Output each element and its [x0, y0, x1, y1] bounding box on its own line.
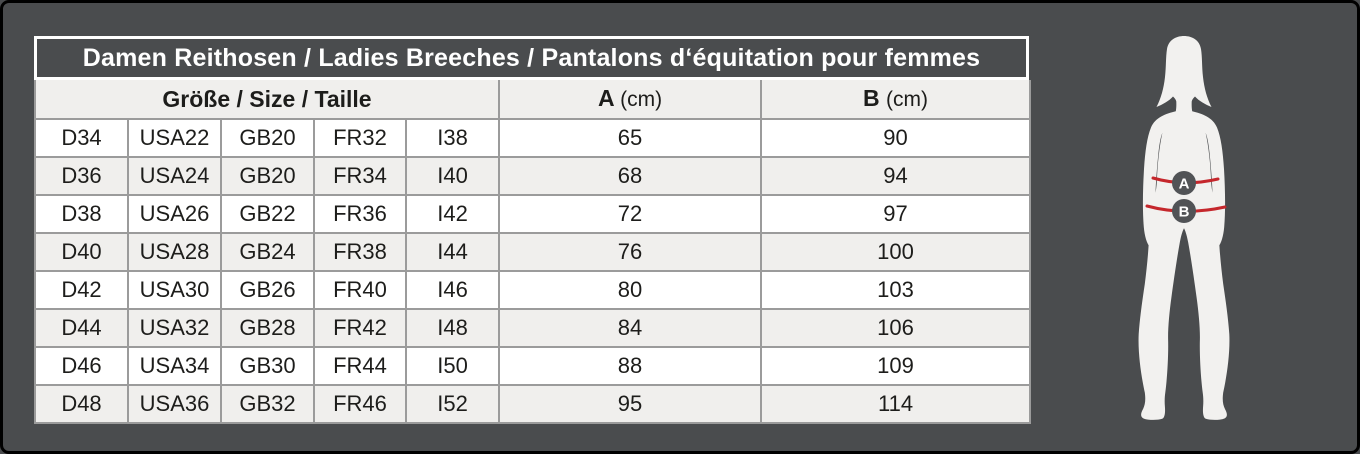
- table-cell: USA24: [129, 158, 222, 196]
- body-silhouette-left: [1138, 36, 1184, 420]
- table-cell: 90: [762, 120, 1032, 158]
- size-chart-title: Damen Reithosen / Ladies Breeches / Pant…: [82, 43, 981, 72]
- table-cell: I38: [407, 120, 501, 158]
- table-cell: I46: [407, 272, 501, 310]
- table-cell: FR34: [315, 158, 407, 196]
- table-cell: D40: [36, 234, 129, 272]
- table-cell: I48: [407, 310, 501, 348]
- size-chart: Damen Reithosen / Ladies Breeches / Pant…: [34, 36, 1032, 424]
- table-cell: 72: [500, 196, 763, 234]
- table-cell: D42: [36, 272, 129, 310]
- table-cell: I44: [407, 234, 501, 272]
- measure-b-header: B (cm): [762, 80, 1032, 120]
- measure-a-badge-label: A: [1179, 176, 1190, 193]
- measure-b-badge: [1172, 199, 1196, 223]
- size-chart-title-bar: Damen Reithosen / Ladies Breeches / Pant…: [34, 36, 1029, 80]
- table-cell: FR36: [315, 196, 407, 234]
- table-row: D36 USA24 GB20 FR34 I40 68 94: [36, 158, 1032, 196]
- table-cell: GB20: [222, 120, 315, 158]
- measure-b-unit: (cm): [886, 88, 929, 111]
- table-cell: 94: [762, 158, 1032, 196]
- table-row: D44 USA32 GB28 FR42 I48 84 106: [36, 310, 1032, 348]
- table-cell: GB28: [222, 310, 315, 348]
- table-cell: GB20: [222, 158, 315, 196]
- header-row: Größe / Size / Taille A (cm) B (cm): [36, 80, 1032, 120]
- table-cell: D36: [36, 158, 129, 196]
- measure-a-letter: A: [597, 85, 614, 111]
- table-cell: D34: [36, 120, 129, 158]
- table-cell: D46: [36, 348, 129, 386]
- size-chart-table: Größe / Size / Taille A (cm) B (cm) D34 …: [34, 80, 1032, 424]
- table-cell: 95: [500, 386, 763, 424]
- table-cell: 103: [762, 272, 1032, 310]
- table-cell: I42: [407, 196, 501, 234]
- table-cell: 100: [762, 234, 1032, 272]
- measure-b-badge-label: B: [1179, 204, 1190, 221]
- table-cell: FR38: [315, 234, 407, 272]
- table-cell: GB26: [222, 272, 315, 310]
- table-cell: 97: [762, 196, 1032, 234]
- table-cell: 80: [500, 272, 763, 310]
- table-cell: I40: [407, 158, 501, 196]
- table-row: D42 USA30 GB26 FR40 I46 80 103: [36, 272, 1032, 310]
- table-cell: 84: [500, 310, 763, 348]
- table-cell: D38: [36, 196, 129, 234]
- measurement-figure: A B: [1130, 34, 1238, 422]
- table-cell: USA36: [129, 386, 222, 424]
- table-cell: D44: [36, 310, 129, 348]
- table-cell: 65: [500, 120, 763, 158]
- size-header-cell: Größe / Size / Taille: [36, 80, 501, 120]
- table-cell: 68: [500, 158, 763, 196]
- table-row: D38 USA26 GB22 FR36 I42 72 97: [36, 196, 1032, 234]
- table-cell: FR32: [315, 120, 407, 158]
- table-cell: 106: [762, 310, 1032, 348]
- table-cell: 109: [762, 348, 1032, 386]
- table-cell: 76: [500, 234, 763, 272]
- table-cell: 88: [500, 348, 763, 386]
- woman-silhouette-icon: A B: [1138, 36, 1230, 420]
- table-cell: I52: [407, 386, 501, 424]
- measure-b-letter: B: [863, 85, 880, 111]
- table-cell: GB32: [222, 386, 315, 424]
- table-cell: USA26: [129, 196, 222, 234]
- table-row: D34 USA22 GB20 FR32 I38 65 90: [36, 120, 1032, 158]
- table-cell: USA22: [129, 120, 222, 158]
- table-cell: I50: [407, 348, 501, 386]
- table-cell: GB24: [222, 234, 315, 272]
- table-cell: 114: [762, 386, 1032, 424]
- table-cell: USA28: [129, 234, 222, 272]
- measure-a-unit: (cm): [620, 88, 663, 111]
- table-row: D48 USA36 GB32 FR46 I52 95 114: [36, 386, 1032, 424]
- table-cell: USA34: [129, 348, 222, 386]
- table-cell: GB22: [222, 196, 315, 234]
- body-silhouette-right: [1184, 36, 1230, 420]
- table-cell: GB30: [222, 348, 315, 386]
- table-cell: FR46: [315, 386, 407, 424]
- table-row: D40 USA28 GB24 FR38 I44 76 100: [36, 234, 1032, 272]
- table-cell: FR40: [315, 272, 407, 310]
- table-cell: FR44: [315, 348, 407, 386]
- table-cell: FR42: [315, 310, 407, 348]
- table-cell: USA30: [129, 272, 222, 310]
- table-cell: USA32: [129, 310, 222, 348]
- measure-a-badge: [1172, 171, 1196, 195]
- measure-a-header: A (cm): [500, 80, 763, 120]
- table-row: D46 USA34 GB30 FR44 I50 88 109: [36, 348, 1032, 386]
- table-cell: D48: [36, 386, 129, 424]
